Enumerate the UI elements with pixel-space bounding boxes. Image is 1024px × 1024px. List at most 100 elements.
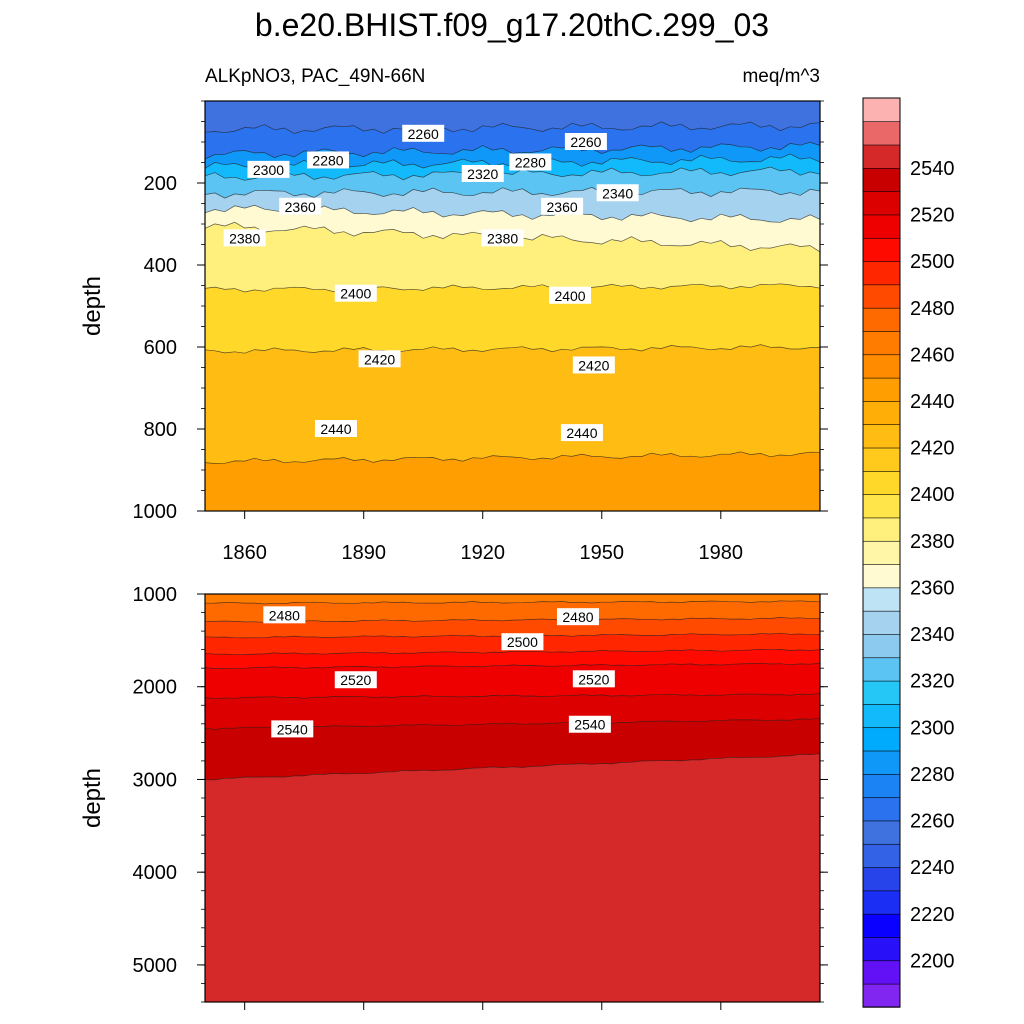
colorbar-swatch	[862, 960, 901, 985]
colorbar-swatch	[862, 377, 901, 402]
contour-label: 2360	[279, 197, 322, 215]
y-tick-label: 200	[144, 173, 177, 195]
svg-text:2320: 2320	[467, 166, 498, 182]
svg-text:2420: 2420	[364, 351, 395, 367]
colorbar-swatch	[862, 773, 901, 798]
colorbar-swatch	[862, 354, 901, 379]
colorbar-tick-label: 2380	[910, 531, 955, 553]
colorbar-tick-label: 2300	[910, 717, 955, 739]
svg-text:2440: 2440	[320, 421, 351, 437]
colorbar-tick-label: 2440	[910, 391, 955, 413]
svg-text:2500: 2500	[507, 634, 538, 650]
svg-text:2480: 2480	[269, 607, 300, 623]
colorbar-swatch	[862, 424, 901, 449]
colorbar-swatch	[862, 936, 901, 962]
contour-label: 2420	[358, 350, 401, 368]
svg-text:2260: 2260	[408, 126, 439, 142]
x-tick-label: 1890	[341, 542, 386, 564]
contour-isoline	[204, 662, 821, 670]
contour-label: 2340	[596, 184, 639, 202]
colorbar-swatch	[862, 167, 901, 192]
variable-region-subtitle: ALKpNO3, PAC_49N-66N	[205, 66, 425, 87]
colorbar-swatch	[862, 563, 901, 589]
x-tick-label: 1920	[460, 542, 505, 564]
svg-text:2280: 2280	[515, 155, 546, 171]
contour-isoline	[204, 753, 821, 781]
colorbar-swatch	[862, 680, 901, 705]
contour-isoline	[204, 166, 821, 181]
y-tick-label: 5000	[133, 955, 178, 977]
svg-text:2380: 2380	[487, 230, 518, 246]
contour-isoline	[204, 141, 821, 160]
contour-label: 2380	[481, 229, 524, 247]
colorbar-frame	[862, 97, 901, 1008]
contour-label: 2520	[334, 671, 377, 689]
x-tick-label: 1950	[580, 542, 625, 564]
contour-label: 2520	[572, 670, 615, 688]
y-tick-label: 800	[144, 419, 177, 441]
svg-text:2440: 2440	[566, 425, 597, 441]
contour-label: 2320	[461, 164, 504, 182]
contour-band	[205, 451, 820, 511]
colorbar-swatch	[862, 890, 901, 915]
x-tick-label: 1980	[699, 542, 744, 564]
colorbar-swatch	[862, 307, 901, 332]
colorbar-tick-label: 2220	[910, 904, 955, 926]
colorbar-swatch	[862, 330, 901, 356]
lower-panel: 2480 2480 2500 2520 2520 2540 2540 1000 2000 300…	[79, 584, 828, 1010]
contour-label: 2440	[314, 420, 357, 437]
contour-label: 2280	[307, 151, 349, 169]
contour-band	[205, 753, 820, 1002]
contour-isoline	[204, 692, 821, 700]
y-tick-label: 400	[144, 255, 177, 277]
contour-label: 2480	[556, 608, 599, 626]
colorbar-swatch	[862, 540, 901, 565]
contour-label: 2480	[263, 606, 306, 624]
svg-text:2340: 2340	[602, 185, 633, 201]
colorbar-swatch	[862, 657, 901, 682]
svg-text:2520: 2520	[340, 672, 371, 688]
colorbar-swatch	[862, 610, 901, 635]
colorbar-swatch	[862, 913, 901, 938]
colorbar-tick-label: 2420	[910, 438, 955, 460]
colorbar-swatch	[862, 144, 901, 169]
colorbar-swatch	[862, 493, 901, 519]
upper-panel-contour-labels: 2260 2260 2280 2280 2300 2320 2340 2360 2360 2380…	[223, 124, 639, 442]
contour-label: 2400	[334, 284, 377, 302]
colorbar-tick-label: 2340	[910, 624, 955, 646]
contour-label: 2360	[541, 197, 584, 215]
contour-label: 2540	[271, 720, 314, 738]
y-tick-label: 1000	[133, 501, 178, 523]
upper-panel-ylabel: depth	[79, 276, 106, 336]
contour-isoline	[204, 617, 821, 623]
colorbar-tick-label: 2240	[910, 857, 955, 879]
contour-isoline	[204, 283, 821, 293]
colorbar-swatch	[862, 843, 901, 868]
contour-isoline	[204, 344, 821, 354]
contour-label: 2300	[247, 160, 290, 178]
svg-text:2540: 2540	[277, 721, 308, 737]
lower-panel-axes: 1000 2000 3000 4000 5000	[133, 584, 828, 1010]
upper-panel: 2260 2260 2280 2280 2300 2320 2340 2360 2360 2380…	[79, 100, 828, 564]
svg-text:2300: 2300	[253, 162, 284, 178]
colorbar-tick-label: 2200	[910, 950, 955, 972]
colorbar-tick-label: 2320	[910, 671, 955, 693]
y-tick-label: 1000	[133, 584, 178, 606]
y-tick-label: 4000	[133, 862, 178, 884]
colorbar-swatch	[862, 633, 901, 659]
y-tick-label: 600	[144, 337, 177, 359]
colorbar-swatch	[862, 214, 901, 239]
contour-label: 2260	[402, 124, 445, 142]
lower-panel-fills	[205, 594, 820, 1002]
colorbar-tick-label: 2400	[910, 484, 955, 506]
colorbar-swatch	[862, 260, 901, 286]
colorbar-swatch	[862, 470, 901, 495]
contour-label: 2500	[501, 633, 544, 651]
colorbar-tick-label: 2260	[910, 811, 955, 833]
colorbar-swatch	[862, 517, 901, 542]
contour-label: 2440	[560, 424, 603, 442]
svg-text:2380: 2380	[229, 230, 260, 246]
lower-panel-contour-labels: 2480 2480 2500 2520 2520 2540 2540	[263, 606, 615, 738]
svg-text:2540: 2540	[574, 717, 605, 733]
